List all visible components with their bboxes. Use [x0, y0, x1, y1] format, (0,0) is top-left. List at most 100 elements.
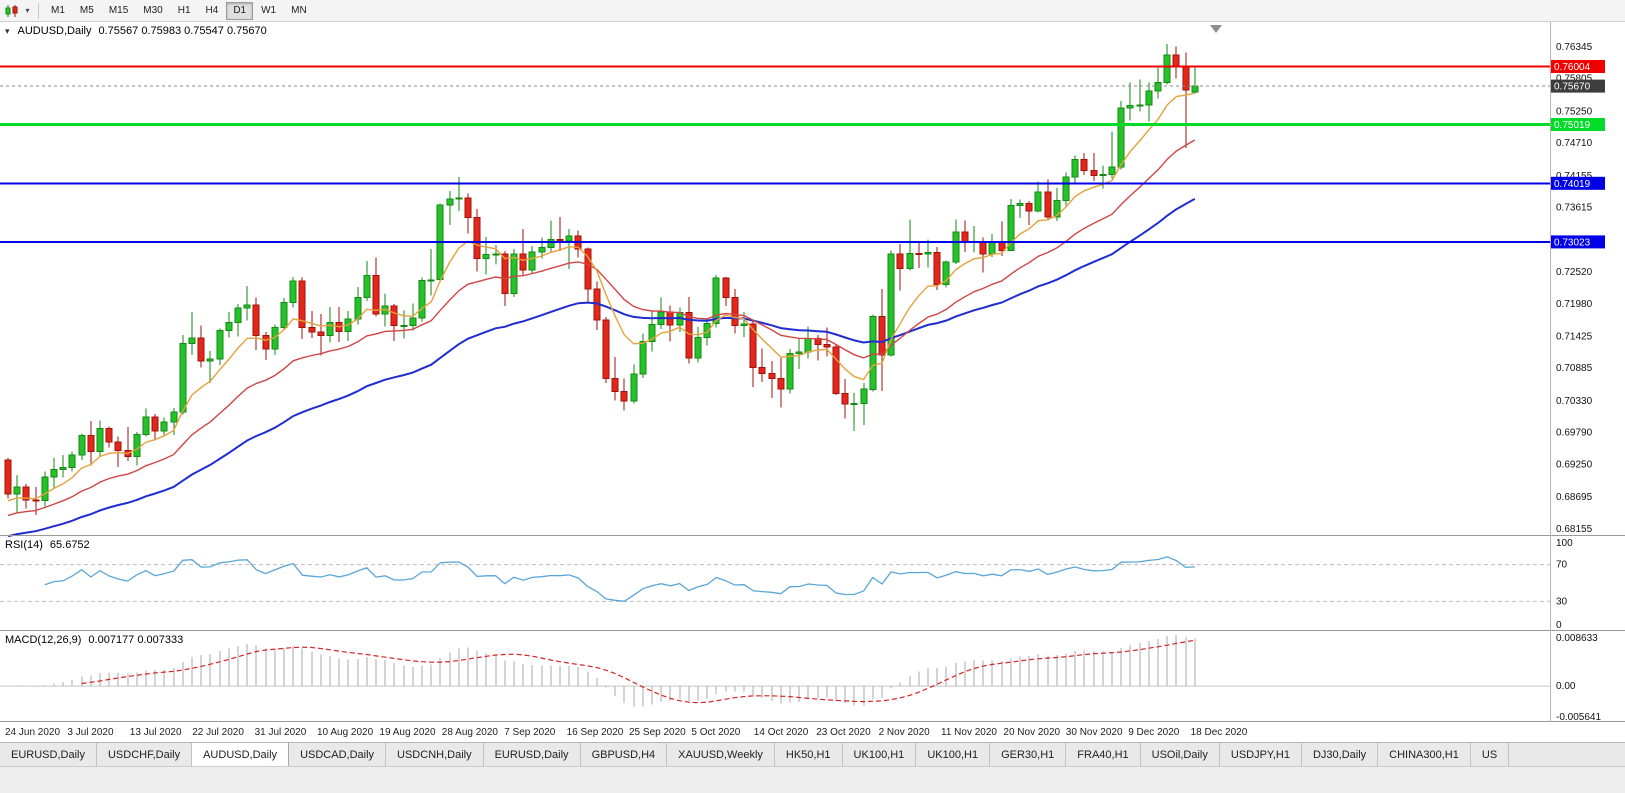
- price-line-badge: 0.73023: [1551, 235, 1605, 249]
- time-axis-label: 30 Nov 2020: [1066, 727, 1123, 738]
- rsi-line: [44, 556, 1195, 602]
- time-axis-label: 11 Nov 2020: [941, 727, 997, 738]
- chart-tab-xauusd-weekly[interactable]: XAUUSD,Weekly: [667, 743, 775, 766]
- time-axis-label: 3 Jul 2020: [67, 727, 114, 738]
- price-line-badge-text: 0.76004: [1554, 62, 1591, 73]
- chart-background: [0, 22, 1625, 742]
- time-axis-label: 10 Aug 2020: [317, 727, 374, 738]
- timeframe-button-w1[interactable]: W1: [254, 2, 283, 20]
- chart-window: 0.76345 0.75805 0.75250 0.74710 0.74155 0.736…: [0, 22, 1625, 742]
- time-axis-label: 7 Sep 2020: [504, 727, 556, 738]
- rsi-axis-label: 30: [1556, 596, 1568, 607]
- timeframe-button-h1[interactable]: H1: [171, 2, 198, 20]
- chart-tab-label: USDCAD,Daily: [300, 748, 375, 761]
- chart-tab-eurusd-daily[interactable]: EURUSD,Daily: [0, 743, 97, 766]
- price-line-badge: 0.74019: [1551, 176, 1605, 190]
- horizontal-lines-group: [0, 65, 1550, 243]
- price-line-badge-text: 0.73023: [1554, 237, 1591, 248]
- time-axis-label: 19 Aug 2020: [379, 727, 436, 738]
- price-line-badge: 0.76004: [1551, 60, 1605, 73]
- timeframe-button-d1[interactable]: D1: [226, 1, 254, 20]
- price-axis-label: 0.75805: [1556, 74, 1593, 85]
- chart-tab-gbpusd-h4[interactable]: GBPUSD,H4: [580, 743, 668, 766]
- timeframe-button-m30[interactable]: M30: [136, 2, 169, 20]
- chart-tab-uk100-h1[interactable]: UK100,H1: [916, 743, 991, 766]
- timeframe-button-m15[interactable]: M15: [102, 2, 135, 20]
- price-axis-label: 0.68155: [1556, 524, 1593, 535]
- timeframe-button-mn[interactable]: MN: [284, 2, 314, 20]
- price-axis-label: 0.69250: [1556, 460, 1593, 471]
- chart-type-button[interactable]: [3, 2, 21, 20]
- price-axis-label: 0.71425: [1556, 332, 1593, 343]
- macd-histogram: [16, 635, 1196, 707]
- rsi-axis-label: 0: [1556, 620, 1562, 631]
- chart-tab-usdchf-daily[interactable]: USDCHF,Daily: [96, 743, 193, 766]
- chart-tab-label: USDJPY,H1: [1230, 748, 1290, 761]
- chart-tab-label: GER30,H1: [1001, 748, 1055, 761]
- chart-tab-fra40-h1[interactable]: FRA40,H1: [1066, 743, 1141, 766]
- chart-tab-dj30-daily[interactable]: DJ30,Daily: [1301, 743, 1379, 766]
- chart-tab-ger30-h1[interactable]: GER30,H1: [990, 743, 1067, 766]
- ma-mid-line: [7, 139, 1196, 517]
- chart-type-dropdown-caret-icon[interactable]: ▾: [25, 6, 30, 15]
- time-axis-label: 23 Oct 2020: [816, 727, 871, 738]
- time-axis-label: 28 Aug 2020: [442, 727, 499, 738]
- chart-tab-eurusd-daily[interactable]: EURUSD,Daily: [483, 743, 581, 766]
- chart-canvas[interactable]: 0.76345 0.75805 0.75250 0.74710 0.74155 0.736…: [0, 22, 1625, 742]
- chart-tab-label: DJ30,Daily: [1312, 748, 1367, 761]
- chart-tab-label: USOil,Daily: [1151, 748, 1208, 761]
- chart-tab-label: UK100,H1: [927, 748, 979, 761]
- price-axis-label: 0.70885: [1556, 363, 1593, 374]
- chart-tab-label: CHINA300,H1: [1389, 748, 1459, 761]
- price-axis-label: 0.68695: [1556, 492, 1593, 503]
- timeframe-button-m1[interactable]: M1: [44, 2, 72, 20]
- chart-tab-us[interactable]: US: [1470, 743, 1510, 766]
- chart-tab-usoil-daily[interactable]: USOil,Daily: [1140, 743, 1220, 766]
- candlestick-series: [4, 43, 1199, 516]
- time-axis-label: 5 Oct 2020: [691, 727, 740, 738]
- ma-fast-line: [7, 92, 1195, 502]
- price-axis-label: 0.74155: [1556, 171, 1593, 182]
- current-price-badge: 0.75670: [1551, 79, 1605, 93]
- time-axis-label: 9 Dec 2020: [1128, 727, 1180, 738]
- chart-tab-usdcnh-daily[interactable]: USDCNH,Daily: [386, 743, 484, 766]
- candlestick-chart-icon: [5, 4, 18, 17]
- price-axis-label: 0.70330: [1556, 396, 1593, 407]
- price-axis-label: 0.71980: [1556, 299, 1593, 310]
- time-axis-label: 22 Jul 2020: [192, 727, 244, 738]
- price-axis-label: 0.69790: [1556, 428, 1593, 439]
- chart-tab-label: US: [1481, 748, 1498, 761]
- price-axis-label: 0.72520: [1556, 267, 1593, 278]
- timeframe-button-m5[interactable]: M5: [73, 2, 101, 20]
- time-axis-label: 18 Dec 2020: [1191, 727, 1248, 738]
- chart-tab-audusd-daily[interactable]: AUDUSD,Daily: [192, 743, 290, 766]
- time-axis-label: 24 Jun 2020: [5, 727, 60, 738]
- chart-shift-marker-icon[interactable]: [1210, 25, 1222, 33]
- chart-tab-label: USDCNH,Daily: [397, 748, 472, 761]
- one-click-trading-toggle-icon[interactable]: ▾: [5, 25, 10, 36]
- chart-tab-label: USDCHF,Daily: [107, 748, 181, 761]
- chart-tab-uk100-h1[interactable]: UK100,H1: [842, 743, 917, 766]
- time-axis-label: 2 Nov 2020: [879, 727, 931, 738]
- chart-tab-label: UK100,H1: [853, 748, 905, 761]
- price-line-badge-text: 0.74019: [1554, 179, 1591, 190]
- time-axis-label: 25 Sep 2020: [629, 727, 686, 738]
- timeframe-buttons-group: M1 M5 M15 M30 H1 H4 D1 W1 MN: [44, 1, 314, 20]
- chart-tab-bar: EURUSD,Daily USDCHF,Daily AUDUSD,Daily USDC…: [0, 742, 1625, 766]
- chart-tab-usdjpy-h1[interactable]: USDJPY,H1: [1219, 743, 1302, 766]
- time-axis-label: 20 Nov 2020: [1003, 727, 1060, 738]
- macd-axis-label: 0.00: [1556, 681, 1576, 692]
- time-axis-label: 14 Oct 2020: [754, 727, 809, 738]
- time-axis-label: 13 Jul 2020: [130, 727, 182, 738]
- chart-tab-usdcad-daily[interactable]: USDCAD,Daily: [289, 743, 387, 766]
- timeframe-button-h4[interactable]: H4: [199, 2, 226, 20]
- chart-tab-label: FRA40,H1: [1077, 748, 1129, 761]
- chart-tab-label: HK50,H1: [785, 748, 831, 761]
- rsi-axis-label: 70: [1556, 560, 1568, 571]
- price-axis-label: 0.74710: [1556, 138, 1593, 149]
- chart-tab-hk50-h1[interactable]: HK50,H1: [774, 743, 843, 766]
- rsi-axis-label: 100: [1556, 538, 1573, 549]
- chart-tab-china300-h1[interactable]: CHINA300,H1: [1378, 743, 1471, 766]
- status-bar: [0, 766, 1625, 793]
- chart-tab-label: EURUSD,Daily: [494, 748, 569, 761]
